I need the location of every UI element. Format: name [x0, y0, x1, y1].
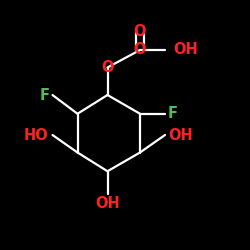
- Text: HO: HO: [24, 128, 49, 142]
- Text: OH: OH: [168, 128, 193, 142]
- Text: O: O: [101, 60, 114, 75]
- Text: OH: OH: [174, 42, 199, 58]
- Text: F: F: [168, 106, 178, 121]
- Text: O: O: [134, 24, 146, 39]
- Text: OH: OH: [95, 196, 120, 211]
- Text: O: O: [134, 42, 146, 58]
- Text: F: F: [40, 88, 50, 102]
